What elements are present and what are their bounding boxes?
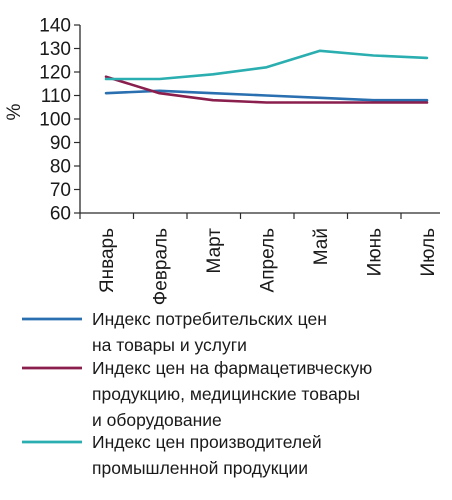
y-tick-label: 120 — [39, 63, 71, 84]
y-tick-label: 130 — [39, 39, 71, 60]
legend-label-line: Индекс цен на фармацетивческую — [92, 358, 372, 378]
y-tick-label: 70 — [50, 180, 71, 201]
x-tick-label: Апрель — [258, 228, 279, 293]
y-tick-label: 110 — [41, 86, 71, 107]
legend: Индекс потребительских цен на товары и ус… — [22, 309, 372, 478]
legend-label-line: на товары и услуги — [92, 335, 247, 355]
legend-label-1: Индекс потребительских цен на товары и ус… — [92, 309, 327, 355]
y-tick-label: 100 — [39, 110, 71, 131]
x-tick-label: Июль — [418, 228, 439, 277]
legend-label-3: Индекс цен производителей промышленной пр… — [92, 432, 322, 478]
legend-label-line: продукцию, медицинские товары — [92, 384, 360, 404]
y-tick-label: 140 — [39, 16, 71, 37]
series-line-3 — [104, 49, 429, 81]
legend-label-line: Индекс потребительских цен — [92, 309, 327, 329]
x-tick-label: Февраль — [151, 228, 172, 305]
x-tick-label: Январь — [97, 228, 118, 293]
series-lines — [104, 49, 429, 104]
series-line-2 — [104, 75, 429, 104]
legend-label-line: промышленной продукции — [92, 458, 308, 478]
legend-label-line: и оборудование — [92, 410, 222, 430]
x-tick-label: Май — [311, 228, 332, 265]
x-tick-label: Июнь — [365, 228, 386, 276]
legend-label-line: Индекс цен производителей — [92, 432, 322, 452]
y-tick-label: 80 — [50, 157, 71, 178]
legend-label-2: Индекс цен на фармацетивческую продукцию,… — [92, 358, 372, 430]
y-tick-label: 90 — [50, 133, 71, 154]
x-axis: Январь Февраль Март Апрель Май Июнь Июль — [79, 212, 440, 305]
y-tick-label: 60 — [50, 204, 71, 225]
y-axis-label: % — [4, 103, 25, 120]
x-tick-label: Март — [204, 228, 225, 274]
